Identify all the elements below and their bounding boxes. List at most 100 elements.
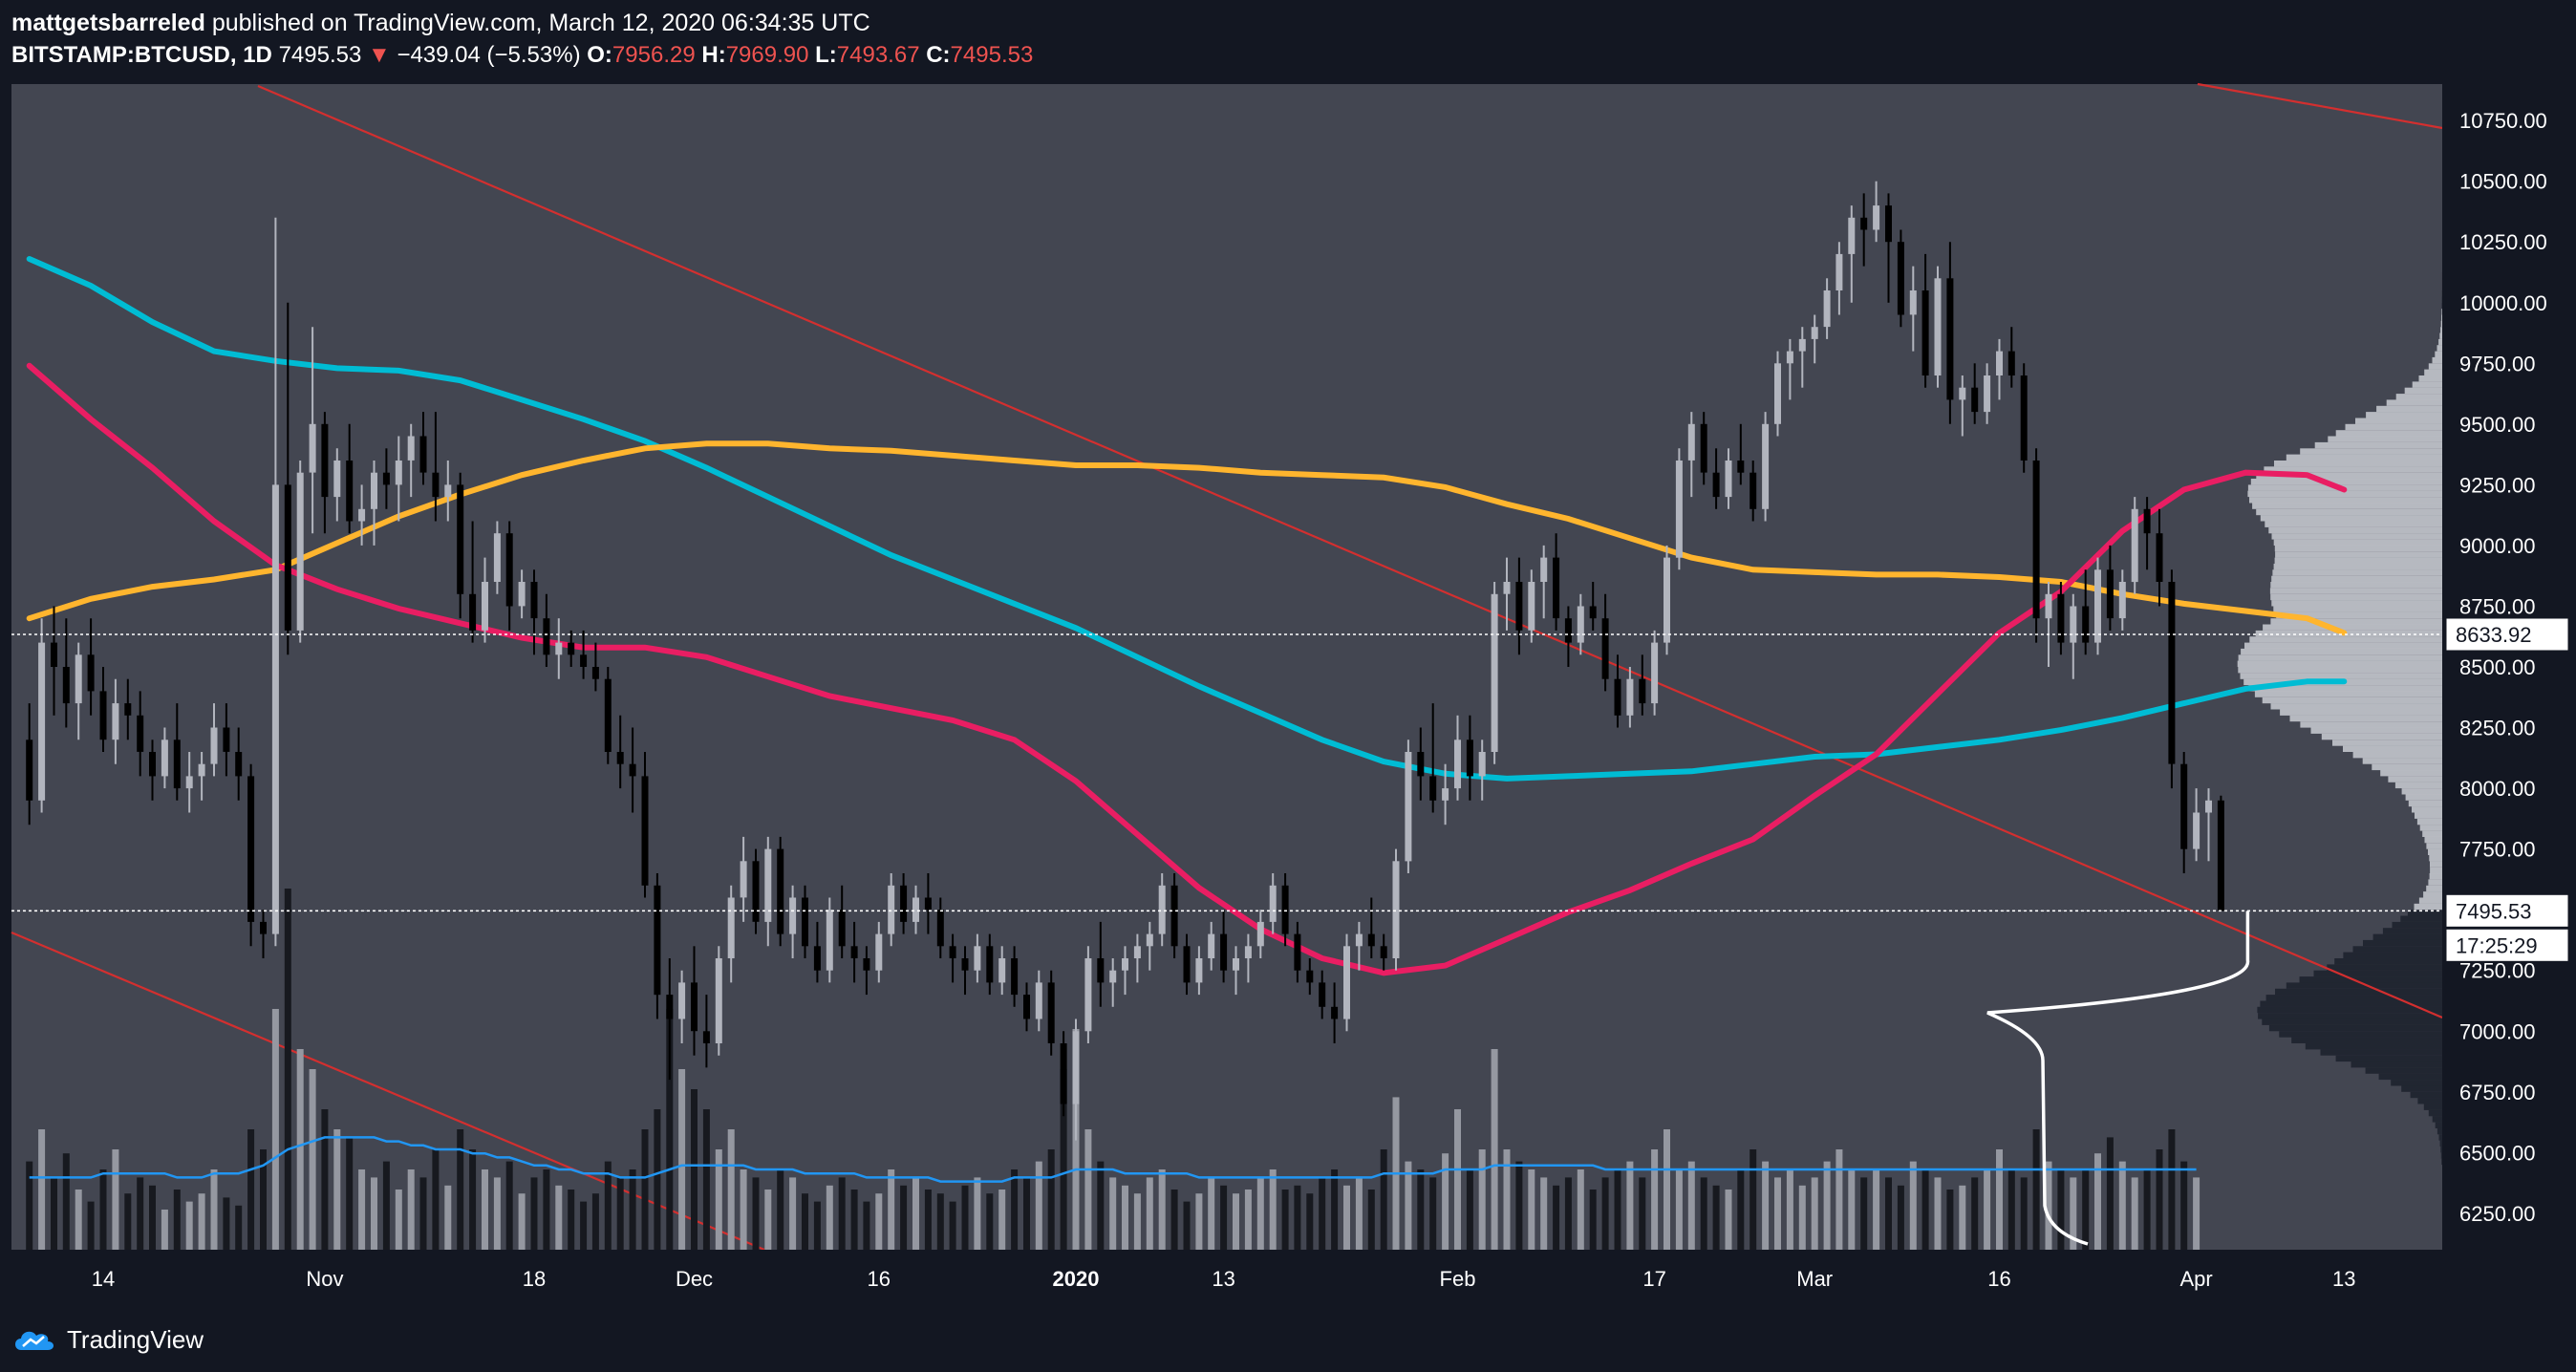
volume-bar	[38, 1129, 46, 1250]
candle-body	[1577, 606, 1584, 643]
candle	[1454, 715, 1461, 801]
candle	[260, 910, 267, 958]
chart-pane[interactable]	[11, 84, 2442, 1250]
profile-bar	[2286, 454, 2442, 461]
candle	[493, 521, 501, 594]
profile-bar	[2256, 508, 2442, 516]
price-tick-label: 10500.00	[2459, 170, 2547, 194]
candle-body	[75, 654, 82, 704]
candle-body	[358, 508, 366, 522]
published-text: published on TradingView.com, March 12, …	[211, 10, 870, 36]
candle-body	[1060, 1043, 1067, 1104]
profile-bar	[2335, 430, 2442, 437]
volume-bar	[1540, 1177, 1548, 1250]
tradingview-logo-icon[interactable]	[11, 1325, 57, 1354]
profile-bar	[2410, 1091, 2442, 1099]
volume-bar	[1355, 1177, 1363, 1250]
candle-body	[2205, 800, 2212, 813]
candle	[1798, 327, 1806, 388]
profile-bar	[2313, 970, 2442, 977]
volume-bar	[1626, 1161, 1634, 1250]
profile-bar	[2320, 1049, 2442, 1056]
time-axis[interactable]: 14 Nov 18 Dec 16 2020 13 Feb 17 Mar 16 Apr 13	[0, 1250, 2442, 1303]
volume-bar	[1454, 1109, 1461, 1250]
candle	[2118, 569, 2126, 631]
high-value: 7969.90	[725, 42, 809, 68]
profile-bar	[2279, 1031, 2442, 1038]
candle-body	[247, 776, 255, 922]
candle	[395, 436, 402, 522]
candle-body	[591, 667, 599, 679]
price-tick-label: 6250.00	[2459, 1202, 2536, 1226]
candle-body	[457, 484, 464, 594]
volume-bar	[1577, 1169, 1584, 1250]
candle-body	[1208, 933, 1215, 958]
volume-bar	[1417, 1169, 1425, 1250]
candle-body	[1355, 933, 1363, 947]
symbol-name[interactable]: BITSTAMP:BTCUSD, 1D	[11, 42, 272, 68]
profile-bar	[2401, 1085, 2442, 1092]
volume-bar	[752, 1177, 760, 1250]
volume-bar	[826, 1185, 833, 1250]
candle	[2007, 327, 2015, 388]
time-tick-label: Nov	[306, 1267, 343, 1291]
profile-bar	[2280, 709, 2442, 716]
candle-body	[51, 642, 57, 667]
candle	[691, 946, 698, 1056]
candle	[1664, 545, 1670, 655]
candle	[1170, 873, 1178, 958]
candles	[26, 181, 2224, 1141]
brand-name[interactable]: TradingView	[67, 1324, 204, 1354]
volume-bar	[813, 1201, 821, 1250]
candle	[444, 461, 452, 522]
profile-bar	[2428, 848, 2442, 855]
candle-body	[2180, 763, 2188, 849]
candle-body	[198, 763, 205, 777]
volume-bar	[654, 1109, 661, 1250]
candle	[75, 642, 82, 740]
volume-bar	[1035, 1161, 1042, 1250]
volume-bar	[1823, 1161, 1831, 1250]
volume-bar	[740, 1169, 747, 1250]
candle-body	[210, 727, 218, 764]
profile-bar	[2432, 356, 2442, 364]
author-name[interactable]: mattgetsbarreled	[11, 10, 205, 36]
candle-body	[1220, 933, 1228, 971]
volume-bar	[210, 1169, 218, 1250]
price-axis[interactable]: 10750.00 10500.00 10250.00 10000.00 9750.00 9…	[2442, 84, 2576, 1250]
candle	[247, 763, 255, 947]
volume-bar	[1984, 1169, 1991, 1250]
volume-bar	[112, 1149, 119, 1250]
candle-body	[863, 958, 870, 971]
candle	[727, 885, 735, 983]
candle	[1442, 763, 1449, 825]
volume-bar	[1269, 1169, 1277, 1250]
candle	[2168, 569, 2176, 789]
candle	[358, 484, 366, 546]
profile-bar	[2260, 515, 2442, 522]
profile-bar	[2351, 1061, 2442, 1068]
candle-body	[1047, 982, 1055, 1043]
volume-bar	[2057, 1169, 2065, 1250]
profile-bar	[2382, 928, 2442, 934]
candle	[543, 593, 550, 667]
candle	[112, 678, 119, 764]
volume-bar	[1183, 1201, 1191, 1250]
candle	[2032, 448, 2040, 643]
volume-bar	[1380, 1149, 1387, 1250]
volume-bar	[124, 1193, 132, 1250]
candle-body	[321, 423, 329, 498]
volume-bar	[1811, 1177, 1818, 1250]
profile-bar	[2249, 497, 2442, 504]
candle-body	[149, 752, 156, 777]
candle	[1367, 897, 1375, 958]
volume-bar	[998, 1190, 1006, 1250]
volume-bar	[702, 1109, 710, 1250]
candle	[1921, 253, 1929, 388]
profile-bar	[2423, 1104, 2442, 1110]
volume-bar	[2131, 1177, 2138, 1250]
candle-body	[777, 848, 784, 934]
candle-body	[888, 885, 895, 934]
candle-body	[1343, 946, 1350, 1019]
